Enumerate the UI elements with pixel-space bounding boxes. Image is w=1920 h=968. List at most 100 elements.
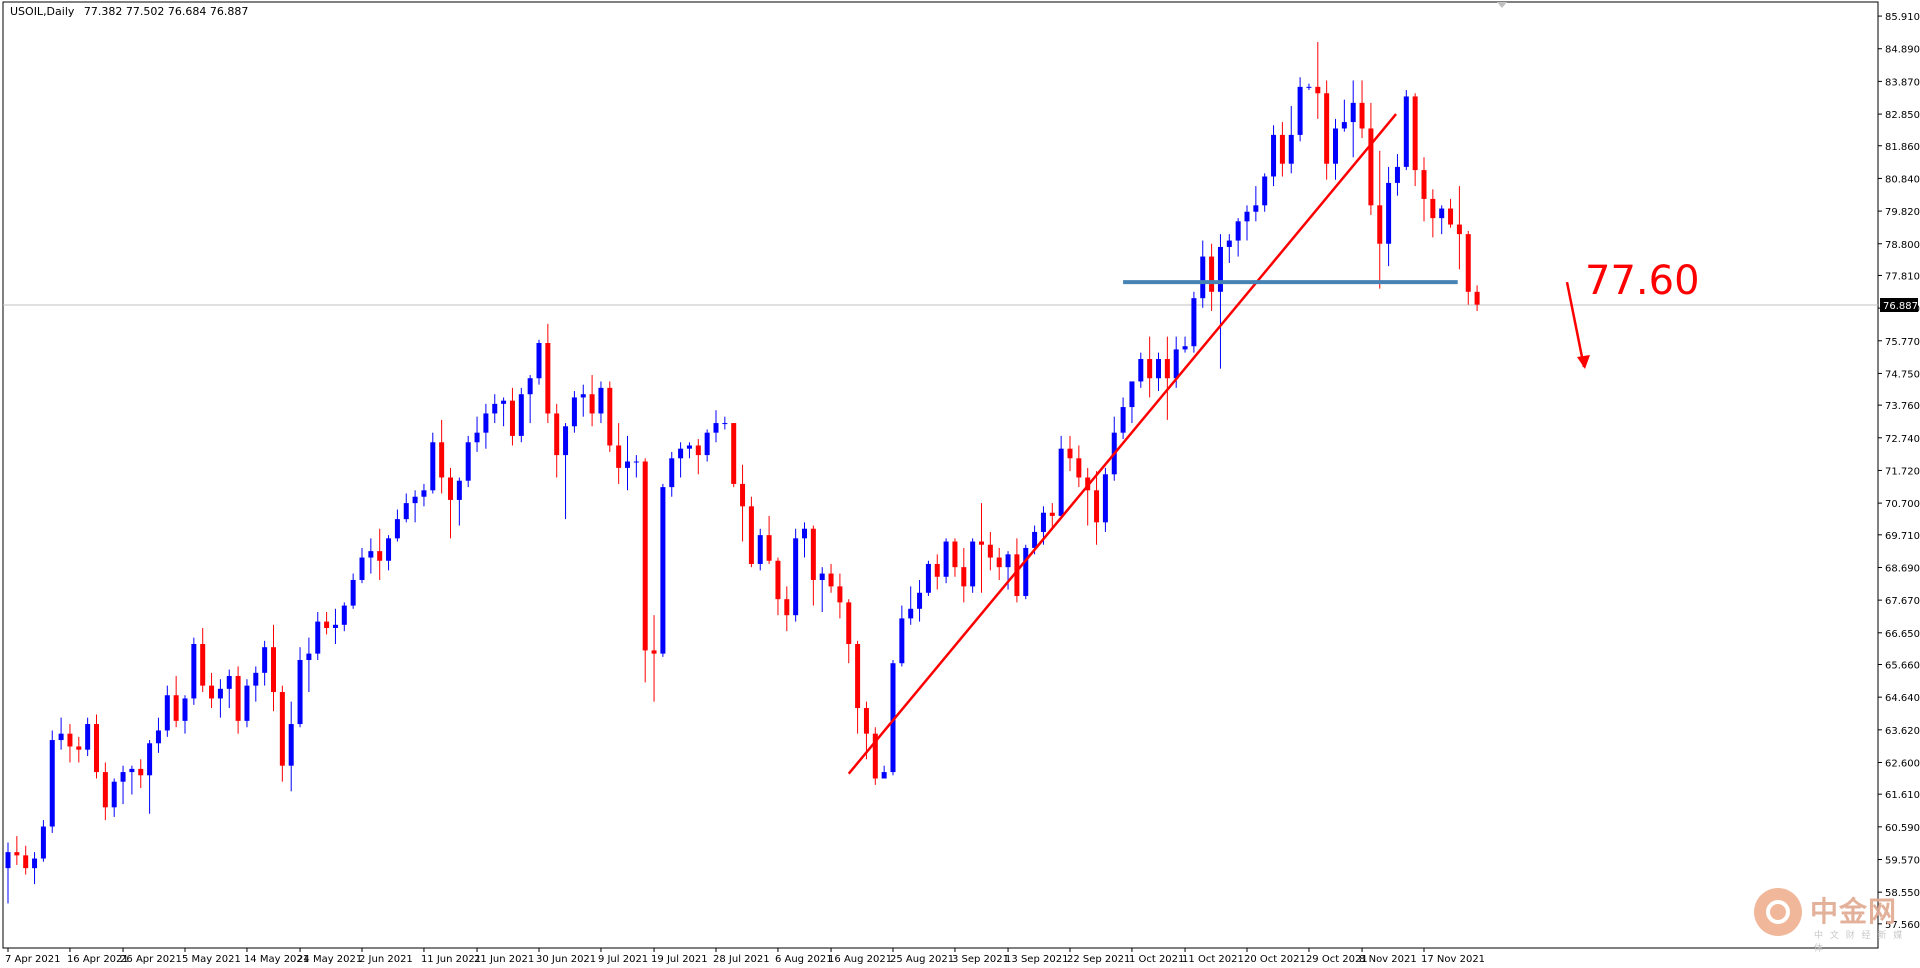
candle	[200, 627, 206, 693]
x-tick-label: 7 Apr 2021	[5, 954, 60, 965]
candle-body	[1138, 359, 1144, 382]
candle-body	[394, 519, 400, 539]
candle	[1147, 336, 1153, 398]
candle-body	[987, 544, 993, 558]
x-tick-label: 16 Apr 2021	[67, 954, 129, 965]
candle	[863, 701, 869, 760]
candle	[1058, 435, 1064, 520]
candle-body	[324, 621, 330, 628]
candle-body	[563, 426, 569, 456]
candle	[527, 375, 533, 424]
candle	[872, 727, 878, 785]
x-tick-label: 13 Sep 2021	[1005, 954, 1068, 965]
x-tick-label: 9 Jul 2021	[598, 954, 648, 965]
candle	[1120, 397, 1126, 440]
candle-body	[1421, 170, 1427, 199]
candle-body	[1377, 205, 1383, 244]
current-price-label: 76.887	[1883, 301, 1918, 312]
candle	[1085, 467, 1091, 526]
candle	[1262, 173, 1268, 212]
candle-body	[1359, 102, 1365, 129]
candle-body	[695, 445, 701, 456]
candle-body	[872, 733, 878, 779]
x-tick-label: 5 May 2021	[182, 954, 241, 965]
y-tick-label: 60.590	[1885, 823, 1920, 834]
candle	[279, 685, 285, 782]
candle	[465, 435, 471, 488]
candle-body	[527, 378, 533, 395]
candle	[439, 419, 445, 494]
candle	[846, 599, 852, 664]
candle	[917, 579, 923, 622]
candle	[554, 403, 560, 478]
trendline	[847, 113, 1398, 775]
candle-body	[1474, 291, 1480, 305]
candle	[819, 567, 825, 612]
candle-body	[1341, 122, 1347, 129]
candle-body	[32, 858, 38, 869]
candle	[76, 736, 82, 763]
y-tick-label: 70.700	[1885, 499, 1920, 510]
x-tick-label: 11 Oct 2021	[1182, 954, 1244, 965]
candle-body	[111, 781, 117, 808]
candle	[288, 701, 294, 792]
candle	[704, 429, 710, 462]
candle-body	[23, 855, 29, 869]
candle-body	[846, 602, 852, 645]
candle-body	[253, 672, 259, 686]
candle-body	[315, 621, 321, 654]
candle-body	[686, 445, 692, 449]
candle	[1368, 102, 1374, 215]
candle	[49, 730, 55, 833]
candle	[102, 762, 108, 821]
candle	[1076, 445, 1082, 488]
x-tick-label: 14 May 2021	[244, 954, 309, 965]
candles	[5, 42, 1480, 904]
y-tick-label: 57.560	[1885, 920, 1920, 931]
candle-body	[1403, 96, 1409, 167]
candle	[164, 685, 170, 737]
y-tick-label: 75.770	[1885, 337, 1920, 348]
candle-body	[430, 442, 436, 491]
y-tick-label: 67.670	[1885, 596, 1920, 607]
candle-body	[881, 772, 887, 779]
candle-body	[173, 695, 179, 721]
candle-body	[359, 557, 365, 580]
candle	[509, 387, 515, 446]
watermark-logo-icon	[1754, 888, 1802, 936]
candle-body	[713, 423, 719, 433]
candle	[1235, 218, 1241, 257]
candle	[1377, 150, 1383, 289]
level-label: 77.60	[1585, 258, 1700, 304]
candle	[1156, 352, 1161, 392]
candle-body	[1279, 134, 1285, 164]
x-tick-label: 21 Jun 2021	[474, 954, 534, 965]
candle-body	[1448, 208, 1454, 225]
candle-body	[306, 653, 312, 661]
candle	[368, 538, 374, 574]
candle	[226, 669, 232, 709]
candle	[421, 483, 427, 507]
candle-body	[757, 535, 763, 564]
candle	[669, 451, 675, 497]
candle-body	[607, 387, 613, 446]
candle-body	[598, 387, 604, 414]
candle	[1333, 118, 1338, 180]
candle	[14, 836, 20, 865]
candle-body	[810, 528, 816, 580]
candle-body	[474, 432, 480, 443]
candle-body	[970, 541, 976, 587]
candle-body	[1235, 221, 1241, 241]
candle-body	[580, 394, 586, 398]
candle-body	[651, 650, 657, 654]
candle	[1421, 157, 1427, 222]
candle-body	[40, 826, 46, 859]
candle	[456, 477, 462, 526]
candle	[40, 820, 46, 862]
x-tick-label: 3 Sep 2021	[952, 954, 1009, 965]
candle-body	[85, 724, 91, 750]
candle	[394, 509, 400, 542]
candle-body	[1182, 346, 1188, 350]
candle-body	[819, 573, 825, 580]
